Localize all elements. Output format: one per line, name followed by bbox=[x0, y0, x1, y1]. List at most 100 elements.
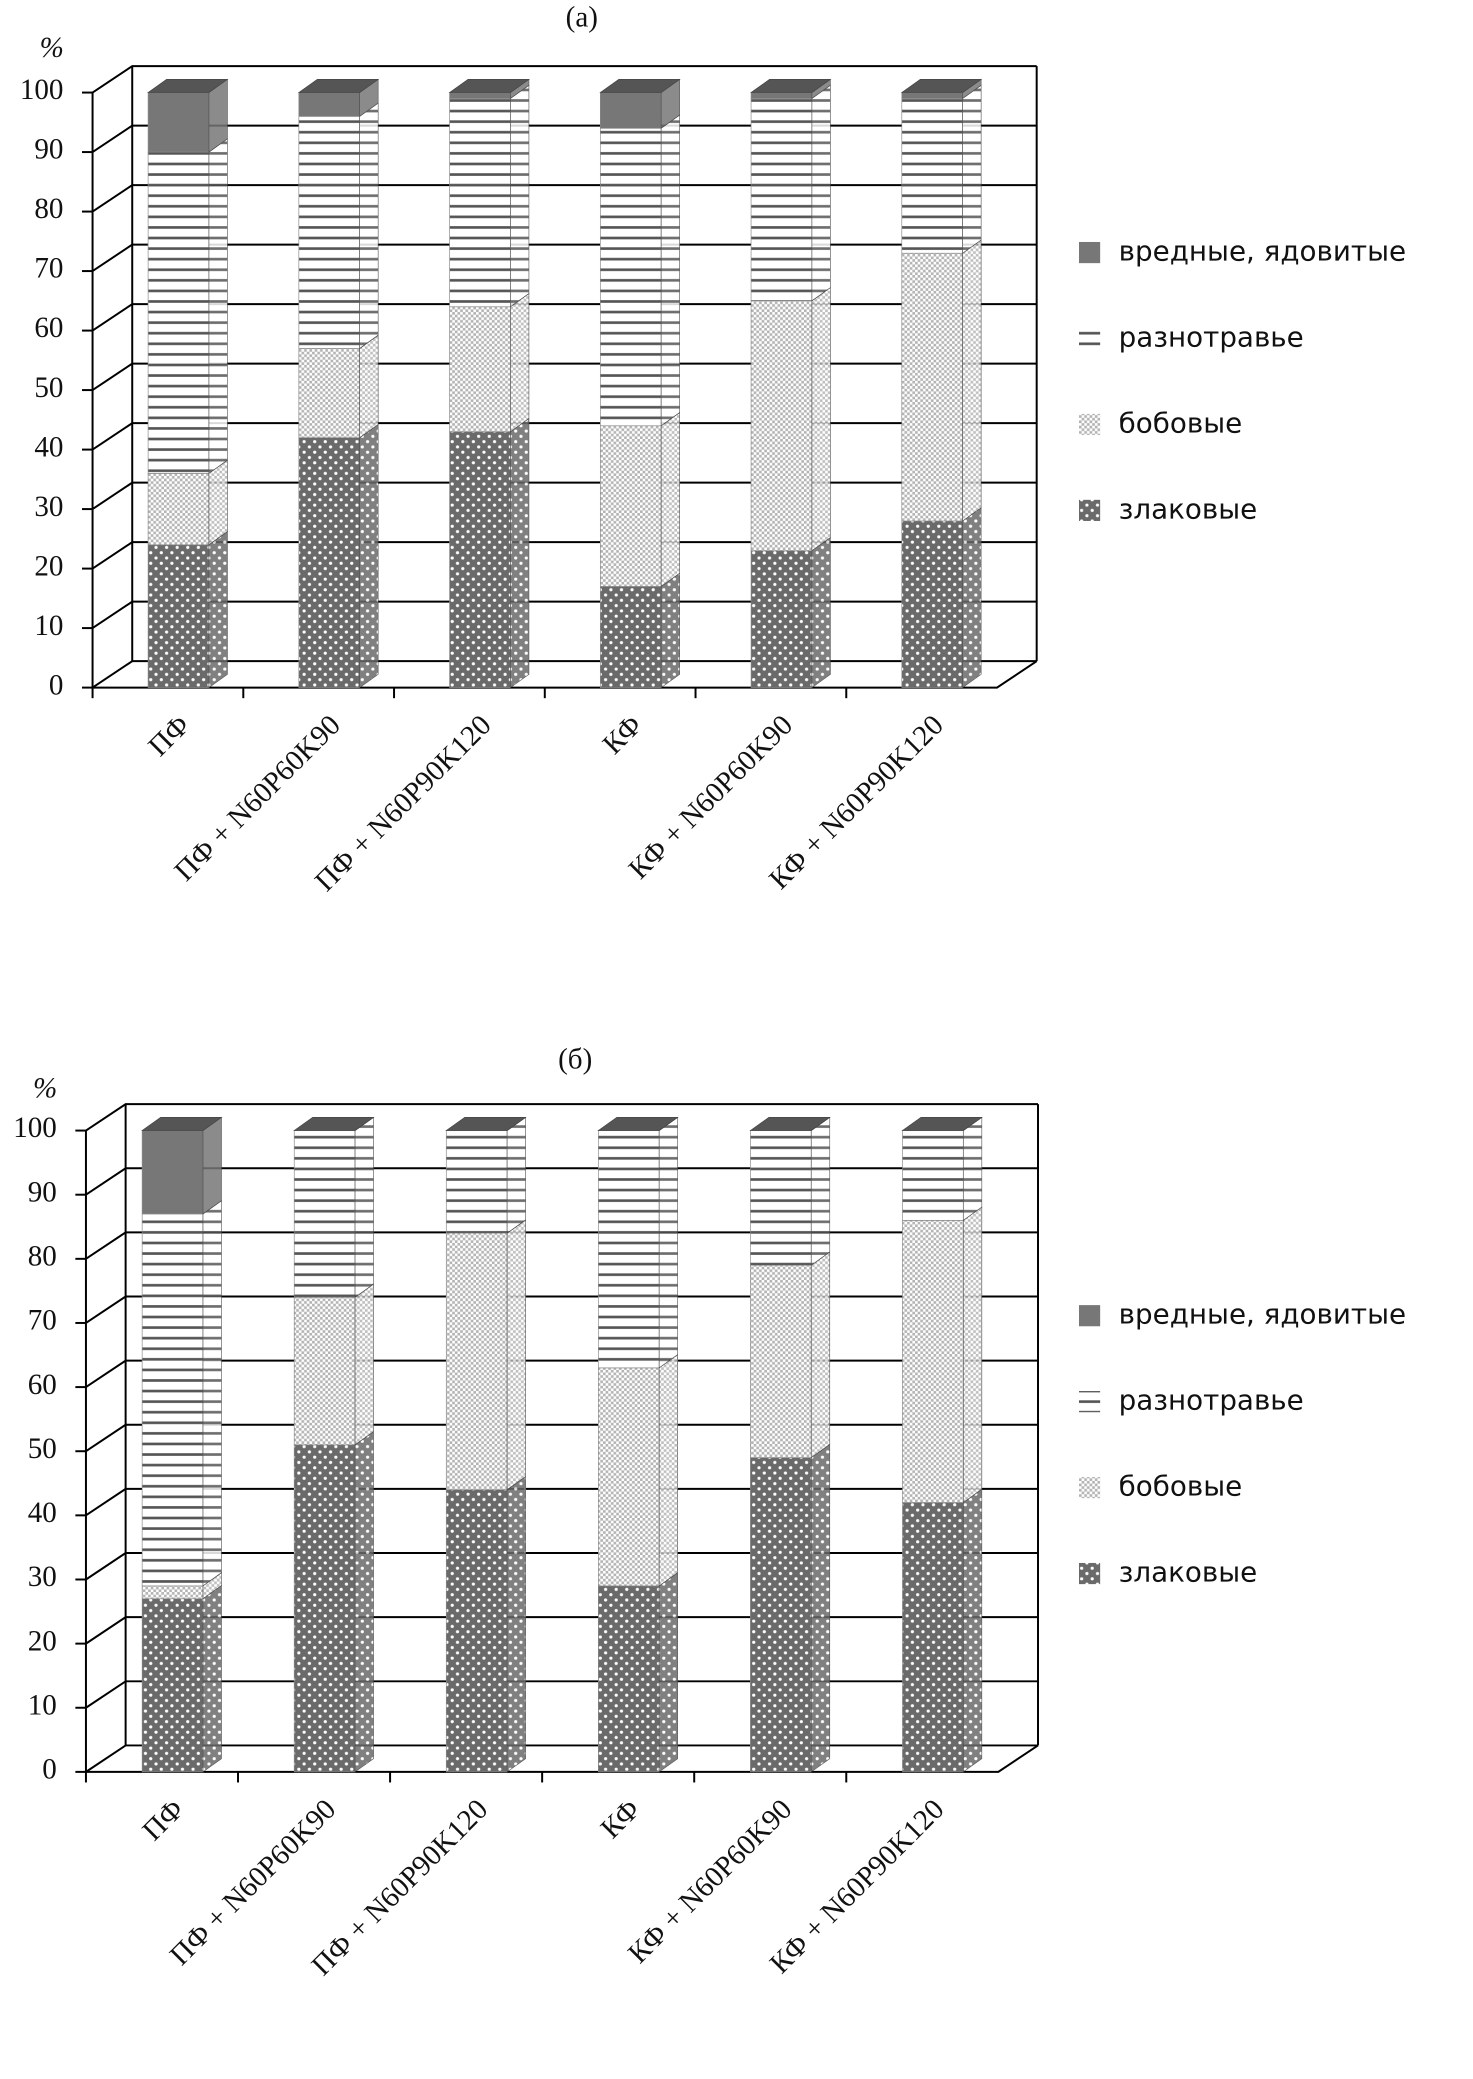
grid-line bbox=[92, 422, 1037, 451]
bar-segment bbox=[141, 1598, 204, 1773]
bar-side bbox=[810, 1443, 831, 1773]
bar-top bbox=[293, 1117, 375, 1131]
x-tick-label: ПФ + N60P60K90 bbox=[164, 1793, 342, 1971]
bar-side bbox=[202, 1116, 222, 1215]
bar-segment bbox=[750, 550, 813, 688]
bar-segment bbox=[293, 1296, 356, 1446]
bar-side bbox=[359, 423, 379, 689]
bar-segment bbox=[449, 306, 511, 433]
bar-top bbox=[750, 79, 832, 93]
bar-side bbox=[506, 1116, 526, 1234]
bar-segment bbox=[141, 1585, 204, 1600]
floor bbox=[92, 660, 1038, 689]
x-tick-label: КФ + N60P60K90 bbox=[622, 1793, 798, 1969]
y-axis-label: % bbox=[40, 32, 64, 64]
bar-side bbox=[962, 1488, 983, 1773]
grid-line bbox=[85, 1423, 1039, 1453]
grid-line bbox=[85, 1103, 1039, 1132]
bar-side bbox=[510, 292, 530, 433]
grid-line bbox=[85, 1167, 1039, 1196]
legend-swatch bbox=[1078, 241, 1101, 264]
bar-segment bbox=[445, 1232, 508, 1491]
bar-segment bbox=[141, 1213, 204, 1587]
y-tick-label: 0 bbox=[49, 669, 64, 701]
y-tick-label: 20 bbox=[34, 550, 63, 582]
bar-segment bbox=[598, 1130, 660, 1369]
legend-label: вредные, ядовитые bbox=[1119, 235, 1406, 268]
bar-top bbox=[597, 1117, 679, 1131]
y-tick-label: 100 bbox=[13, 1112, 57, 1144]
bar-top bbox=[445, 1117, 527, 1131]
bar-side bbox=[506, 1475, 526, 1773]
bar-side bbox=[658, 1572, 679, 1773]
bar-segment bbox=[598, 1585, 660, 1773]
x-tick-label: КФ + N60P60K90 bbox=[623, 709, 799, 885]
y-tick-label: 100 bbox=[20, 74, 64, 106]
grid-line bbox=[92, 481, 1037, 510]
grid-line bbox=[85, 1552, 1039, 1581]
x-tick-label: КФ bbox=[597, 709, 649, 761]
bar-segment bbox=[750, 1264, 812, 1458]
bar-segment bbox=[901, 520, 963, 688]
grid-line bbox=[92, 184, 1037, 213]
y-axis-label: % bbox=[33, 1073, 57, 1105]
bar-segment bbox=[449, 92, 511, 99]
bar-segment bbox=[449, 431, 511, 688]
bar-segment bbox=[750, 92, 813, 99]
bar-segment bbox=[599, 586, 662, 688]
bar-side bbox=[811, 536, 831, 689]
bar-top bbox=[141, 1117, 223, 1131]
bar-segment bbox=[750, 98, 813, 302]
bar-top bbox=[147, 79, 229, 93]
bar-segment bbox=[750, 1457, 812, 1773]
bar-segment bbox=[298, 437, 360, 688]
legend-swatch bbox=[1078, 1391, 1101, 1413]
bar-segment bbox=[901, 92, 963, 99]
y-tick-label: 40 bbox=[34, 431, 63, 463]
y-tick-label: 90 bbox=[28, 1176, 57, 1208]
legend-label: злаковые bbox=[1119, 1556, 1258, 1589]
grid-line bbox=[85, 1231, 1039, 1260]
bar-segment bbox=[599, 425, 662, 587]
legend-swatch bbox=[1078, 413, 1101, 436]
legend-swatch bbox=[1078, 1562, 1101, 1585]
y-tick-label: 50 bbox=[28, 1433, 57, 1465]
y-tick-label: 70 bbox=[28, 1305, 57, 1337]
grid-line bbox=[92, 303, 1037, 332]
y-tick-label: 10 bbox=[34, 610, 63, 642]
floor bbox=[85, 1744, 1039, 1773]
bar-segment bbox=[298, 116, 360, 349]
grid-line bbox=[92, 600, 1037, 629]
bar-side bbox=[811, 84, 831, 302]
bar-segment bbox=[147, 151, 210, 474]
bar-side bbox=[208, 459, 228, 546]
bar-side bbox=[506, 1219, 526, 1491]
chart-title: (а) bbox=[566, 2, 598, 34]
bar-top bbox=[297, 79, 380, 93]
grid-line bbox=[92, 243, 1037, 272]
grid-line bbox=[85, 1295, 1039, 1324]
bar-segment bbox=[599, 127, 662, 427]
grid-line bbox=[92, 124, 1037, 153]
bar-segment bbox=[147, 473, 210, 546]
grid-line bbox=[85, 1487, 1039, 1517]
bar-side bbox=[660, 572, 680, 689]
bar-side bbox=[354, 1283, 374, 1446]
bar-top bbox=[448, 79, 530, 93]
bar-side bbox=[202, 1584, 222, 1773]
y-tick-label: 20 bbox=[28, 1625, 57, 1657]
x-tick-label: КФ bbox=[595, 1793, 647, 1845]
bar-side bbox=[354, 1430, 374, 1773]
legend-swatch bbox=[1078, 1305, 1101, 1327]
bar-segment bbox=[293, 1130, 356, 1298]
bar-side bbox=[658, 1353, 679, 1587]
bar-side bbox=[811, 286, 831, 552]
grid-line bbox=[85, 1744, 1039, 1773]
bar-side bbox=[208, 138, 228, 475]
bar-side bbox=[810, 1251, 831, 1459]
bar-top bbox=[901, 1117, 983, 1131]
bar-segment bbox=[445, 1489, 508, 1773]
bar-side bbox=[660, 114, 680, 427]
